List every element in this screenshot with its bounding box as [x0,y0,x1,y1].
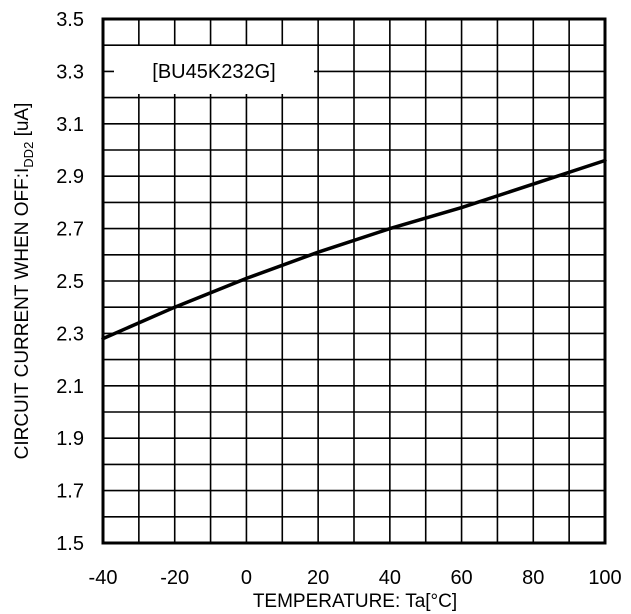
y-tick-label: 3.1 [56,114,84,136]
y-axis-title-main: CIRCUIT CURRENT WHEN OFF:I [12,168,33,460]
y-tick-label: 1.7 [56,481,84,503]
x-tick-label: 40 [379,567,401,589]
chart-annotation: [BU45K232G] [152,61,275,83]
legend-box-background [114,46,314,94]
plot-frame [101,17,607,545]
x-tick-label: 80 [522,567,544,589]
y-axis-title-subscript: DD2 [21,142,36,168]
x-tick-label: 100 [588,567,621,589]
x-tick-label: 0 [241,567,252,589]
y-axis-title-unit: [uA] [12,103,33,142]
x-tick-labels: -40 -20 0 20 40 60 80 100 [89,567,622,589]
x-tick-label: -20 [160,567,189,589]
grid-layer [103,19,605,543]
y-tick-label: 3.3 [56,61,84,83]
y-tick-label: 2.5 [56,271,84,293]
series-layer [101,158,607,341]
y-tick-label: 2.7 [56,219,84,241]
x-tick-label: -40 [89,567,118,589]
y-tick-label: 3.5 [56,9,84,31]
y-tick-label: 2.3 [56,323,84,345]
y-axis-title: CIRCUIT CURRENT WHEN OFF:IDD2 [uA] [12,103,36,460]
y-tick-label: 2.9 [56,166,84,188]
y-tick-label: 2.1 [56,376,84,398]
x-axis-title: TEMPERATURE: Ta[°C] [253,591,457,612]
x-tick-label: 60 [450,567,472,589]
legend-box: [BU45K232G] [114,46,314,94]
y-tick-labels: 1.5 1.7 1.9 2.1 2.3 2.5 2.7 2.9 3.1 3.3 3.5 [56,9,84,555]
x-tick-label: 20 [307,567,329,589]
y-tick-label: 1.5 [56,533,84,555]
y-tick-label: 1.9 [56,428,84,450]
series-line [101,158,607,341]
